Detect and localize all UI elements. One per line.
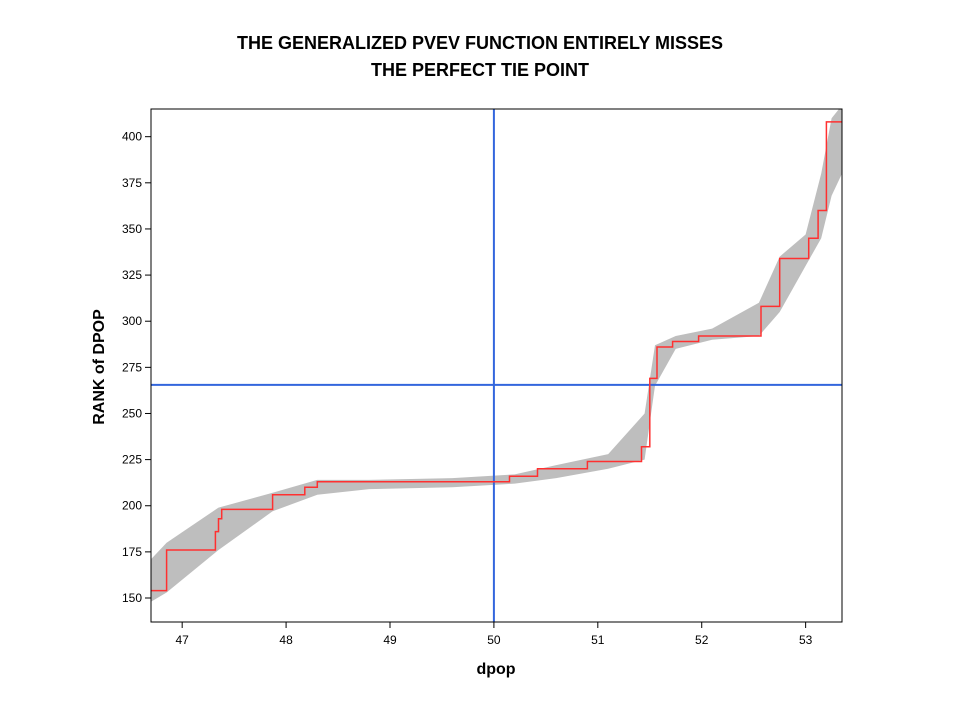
y-tick-label: 325 (122, 268, 142, 282)
step-series-line (151, 121, 842, 592)
x-tick-label: 48 (279, 633, 293, 647)
y-tick-label: 225 (122, 453, 142, 467)
y-tick-label: 275 (122, 360, 142, 374)
y-tick-label: 300 (122, 314, 142, 328)
confidence-band (151, 109, 842, 602)
x-tick-label: 49 (383, 633, 397, 647)
y-axis-label: RANK of DPOP (91, 309, 108, 425)
x-tick-label: 51 (591, 633, 605, 647)
y-tick-label: 175 (122, 545, 142, 559)
chart-title: THE GENERALIZED PVEV FUNCTION ENTIRELY M… (236, 33, 724, 53)
y-tick-label: 250 (122, 406, 142, 420)
y-tick-label: 200 (122, 499, 142, 513)
y-tick-label: 150 (122, 591, 142, 605)
y-tick-label: 400 (122, 130, 142, 144)
y-axis: 150 175 200 225 250 275 300 325 350 375 400 (122, 130, 151, 605)
y-tick-label: 375 (122, 176, 142, 190)
series-layer (151, 121, 842, 592)
band-layer (151, 109, 842, 602)
y-tick-label: 350 (122, 222, 142, 236)
reference-lines (151, 109, 842, 622)
x-tick-label: 47 (175, 633, 189, 647)
chart-subtitle: THE PERFECT TIE POINT (370, 60, 589, 80)
x-tick-label: 53 (799, 633, 813, 647)
plot-frame (150, 108, 843, 623)
x-tick-label: 52 (695, 633, 709, 647)
x-tick-label: 50 (487, 633, 501, 647)
x-axis-label: dpop (476, 661, 515, 678)
x-axis: 47 48 49 50 51 52 53 (175, 622, 813, 647)
